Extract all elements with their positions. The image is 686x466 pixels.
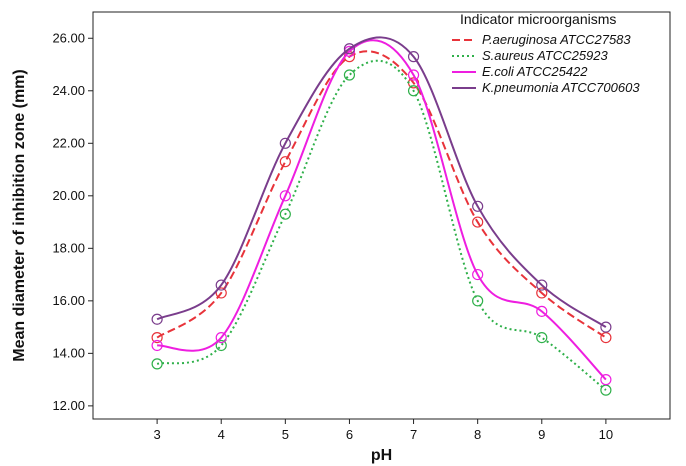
legend-entry-label: S.aureus ATCC25923 — [482, 48, 609, 63]
data-point — [407, 69, 420, 81]
series-group — [151, 36, 612, 396]
x-tick-label: 8 — [474, 427, 481, 442]
series-2 — [151, 59, 612, 396]
data-point — [600, 374, 612, 386]
data-point — [343, 69, 356, 81]
x-axis-title: pH — [371, 447, 392, 464]
data-point — [536, 305, 548, 317]
y-tick-label: 12.00 — [52, 398, 85, 413]
data-point — [279, 137, 291, 149]
data-point — [600, 321, 612, 333]
data-point — [600, 332, 612, 344]
x-tick-label: 5 — [282, 427, 289, 442]
data-point — [151, 332, 163, 344]
x-tick-label: 6 — [346, 427, 353, 442]
y-tick-label: 22.00 — [52, 135, 85, 150]
legend-entry-label: E.coli ATCC25422 — [482, 64, 588, 79]
x-tick-label: 10 — [599, 427, 613, 442]
legend-title: Indicator microorganisms — [460, 11, 616, 27]
x-tick-label: 3 — [153, 427, 160, 442]
plot-frame — [92, 11, 671, 420]
series-line — [156, 36, 607, 328]
data-point — [536, 279, 548, 291]
data-point — [343, 43, 356, 55]
data-point — [407, 85, 420, 97]
data-point — [279, 156, 291, 168]
legend: Indicator microorganisms P.aeruginosa ATC… — [452, 11, 640, 95]
data-point — [472, 295, 484, 307]
data-point — [151, 313, 163, 325]
data-point — [472, 268, 484, 281]
data-point — [536, 287, 548, 299]
axes: 12.00 14.00 16.00 18.00 20.00 22.00 24.00 26.00… — [11, 11, 671, 464]
data-point — [215, 287, 227, 299]
data-point — [215, 332, 227, 344]
y-tick-label: 14.00 — [52, 345, 85, 360]
y-tick-label: 24.00 — [52, 83, 85, 98]
data-point — [472, 200, 484, 212]
series-3 — [151, 39, 612, 386]
data-point — [215, 339, 227, 352]
y-axis-title: Mean diameter of inhibition zone (mm) — [11, 69, 28, 361]
y-tick-label: 18.00 — [52, 240, 85, 255]
data-point — [151, 339, 163, 352]
data-point — [215, 279, 227, 291]
series-line — [156, 39, 607, 381]
legend-entry-label: P.aeruginosa ATCC27583 — [482, 32, 631, 47]
x-tick-label: 4 — [218, 427, 225, 442]
y-tick-label: 26.00 — [52, 30, 85, 45]
series-4 — [151, 36, 612, 333]
legend-entry-label: K.pneumonia ATCC700603 — [482, 80, 640, 95]
data-point — [472, 216, 484, 228]
series-line — [156, 59, 607, 391]
y-tick-label: 16.00 — [52, 293, 85, 308]
data-point — [151, 358, 163, 370]
data-point — [279, 190, 291, 202]
x-tick-label: 9 — [538, 427, 545, 442]
data-point — [536, 332, 548, 344]
data-point — [407, 51, 420, 63]
data-point — [279, 208, 291, 220]
series-line — [156, 50, 607, 339]
x-tick-label: 7 — [410, 427, 417, 442]
y-tick-label: 20.00 — [52, 188, 85, 203]
